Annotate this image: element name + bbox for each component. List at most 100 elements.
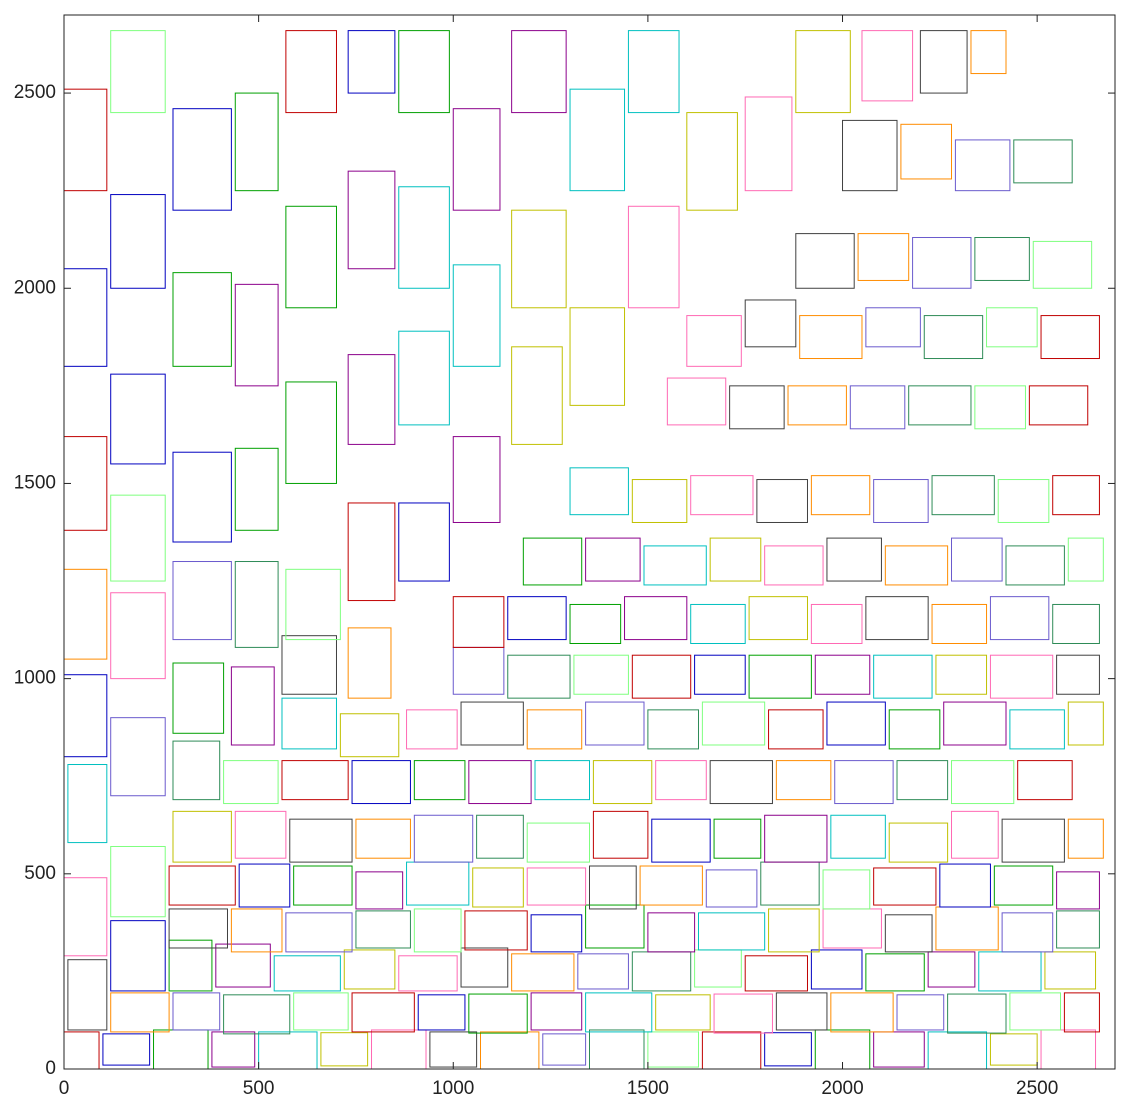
rectangle	[398, 955, 458, 992]
rectangle	[842, 119, 898, 192]
axes-box	[63, 14, 1116, 1070]
rectangle	[347, 627, 392, 699]
rectangle	[713, 818, 762, 859]
rectangle	[464, 910, 528, 951]
rectangle	[873, 867, 937, 906]
y-tick-label: 2500	[14, 82, 56, 103]
rectangle	[768, 908, 820, 953]
rectangle	[569, 307, 626, 406]
x-tick-label: 2500	[1016, 1078, 1058, 1099]
rectangle	[873, 479, 929, 523]
rectangle	[1028, 385, 1089, 426]
rectangle	[234, 561, 279, 648]
rectangle	[110, 845, 166, 918]
rectangle	[787, 385, 847, 426]
y-tick-label: 1000	[14, 668, 56, 689]
rectangle	[795, 30, 851, 114]
rectangle	[690, 603, 746, 644]
rectangle	[347, 30, 396, 94]
rectangle	[569, 467, 629, 516]
rectangle	[989, 654, 1054, 699]
rectangle	[1052, 475, 1100, 516]
rectangle	[234, 810, 287, 859]
rectangle	[507, 596, 567, 641]
rectangle	[748, 654, 812, 699]
rectangle	[592, 810, 649, 859]
rectangle	[647, 1031, 699, 1068]
rectangle	[413, 908, 462, 953]
y-tick-label: 0	[45, 1058, 56, 1079]
rectangle	[223, 994, 291, 1035]
rectangle	[351, 992, 415, 1033]
rectangle	[951, 537, 1003, 582]
rectangle	[697, 912, 766, 951]
rectangle	[468, 993, 528, 1034]
rectangle	[347, 502, 396, 602]
rectangle	[954, 139, 1011, 192]
y-tick-label: 2000	[14, 277, 56, 298]
rectangle	[468, 760, 532, 805]
rectangle	[460, 701, 524, 746]
rectangle	[273, 955, 341, 992]
x-tick-label: 500	[243, 1078, 275, 1099]
rectangle	[398, 30, 450, 114]
rectangle	[472, 867, 524, 908]
rectangle	[172, 662, 225, 734]
rectangle	[347, 170, 396, 270]
rectangle	[1067, 537, 1104, 582]
rectangle	[748, 596, 808, 641]
rectangle	[1017, 760, 1073, 801]
rectangle	[281, 697, 337, 750]
rectangle	[1056, 654, 1100, 695]
rectangle	[701, 701, 766, 746]
rectangle	[110, 30, 166, 114]
rectangle	[452, 596, 505, 648]
rectangle	[834, 760, 894, 805]
y-tick-label: 1500	[14, 472, 56, 493]
rectangle	[1009, 709, 1065, 750]
rectangle	[989, 1033, 1038, 1066]
rectangle	[168, 939, 213, 992]
rectangle	[234, 92, 279, 192]
rectangle	[865, 596, 929, 641]
rectangle	[511, 30, 567, 114]
rectangle	[993, 865, 1054, 906]
rectangle	[476, 814, 524, 859]
rectangle	[912, 237, 972, 289]
rectangle	[413, 814, 474, 863]
rectangle	[939, 863, 991, 908]
rectangle	[1044, 951, 1097, 990]
rectangle	[585, 701, 645, 746]
rectangle	[355, 871, 404, 910]
rectangle	[569, 603, 622, 644]
rectangle	[857, 233, 910, 281]
rectangle	[211, 1031, 256, 1068]
rectangle	[585, 992, 653, 1033]
rectangle	[110, 920, 166, 992]
rectangle	[110, 592, 166, 680]
rectangle	[830, 814, 886, 859]
rectangle	[398, 502, 450, 582]
rectangle	[627, 205, 680, 309]
rectangle	[172, 561, 232, 641]
x-tick-label: 0	[59, 1078, 70, 1099]
rectangle	[215, 943, 271, 988]
x-tick-label: 2000	[821, 1078, 863, 1099]
rectangle	[238, 863, 291, 908]
rectangle	[935, 654, 988, 695]
rectangle	[102, 1033, 151, 1066]
rectangle	[947, 993, 1007, 1034]
rectangle	[756, 479, 808, 523]
rectangle	[686, 315, 742, 367]
rectangle	[406, 709, 458, 750]
rectangle	[970, 30, 1007, 75]
rectangle	[709, 760, 773, 805]
rectangle	[1056, 871, 1100, 910]
rectangle	[1063, 992, 1100, 1033]
rectangle	[293, 992, 349, 1031]
rectangle	[1056, 910, 1100, 949]
rectangle	[585, 537, 641, 582]
rectangle	[530, 992, 583, 1031]
rectangle	[172, 451, 232, 543]
rectangle	[986, 307, 1038, 348]
